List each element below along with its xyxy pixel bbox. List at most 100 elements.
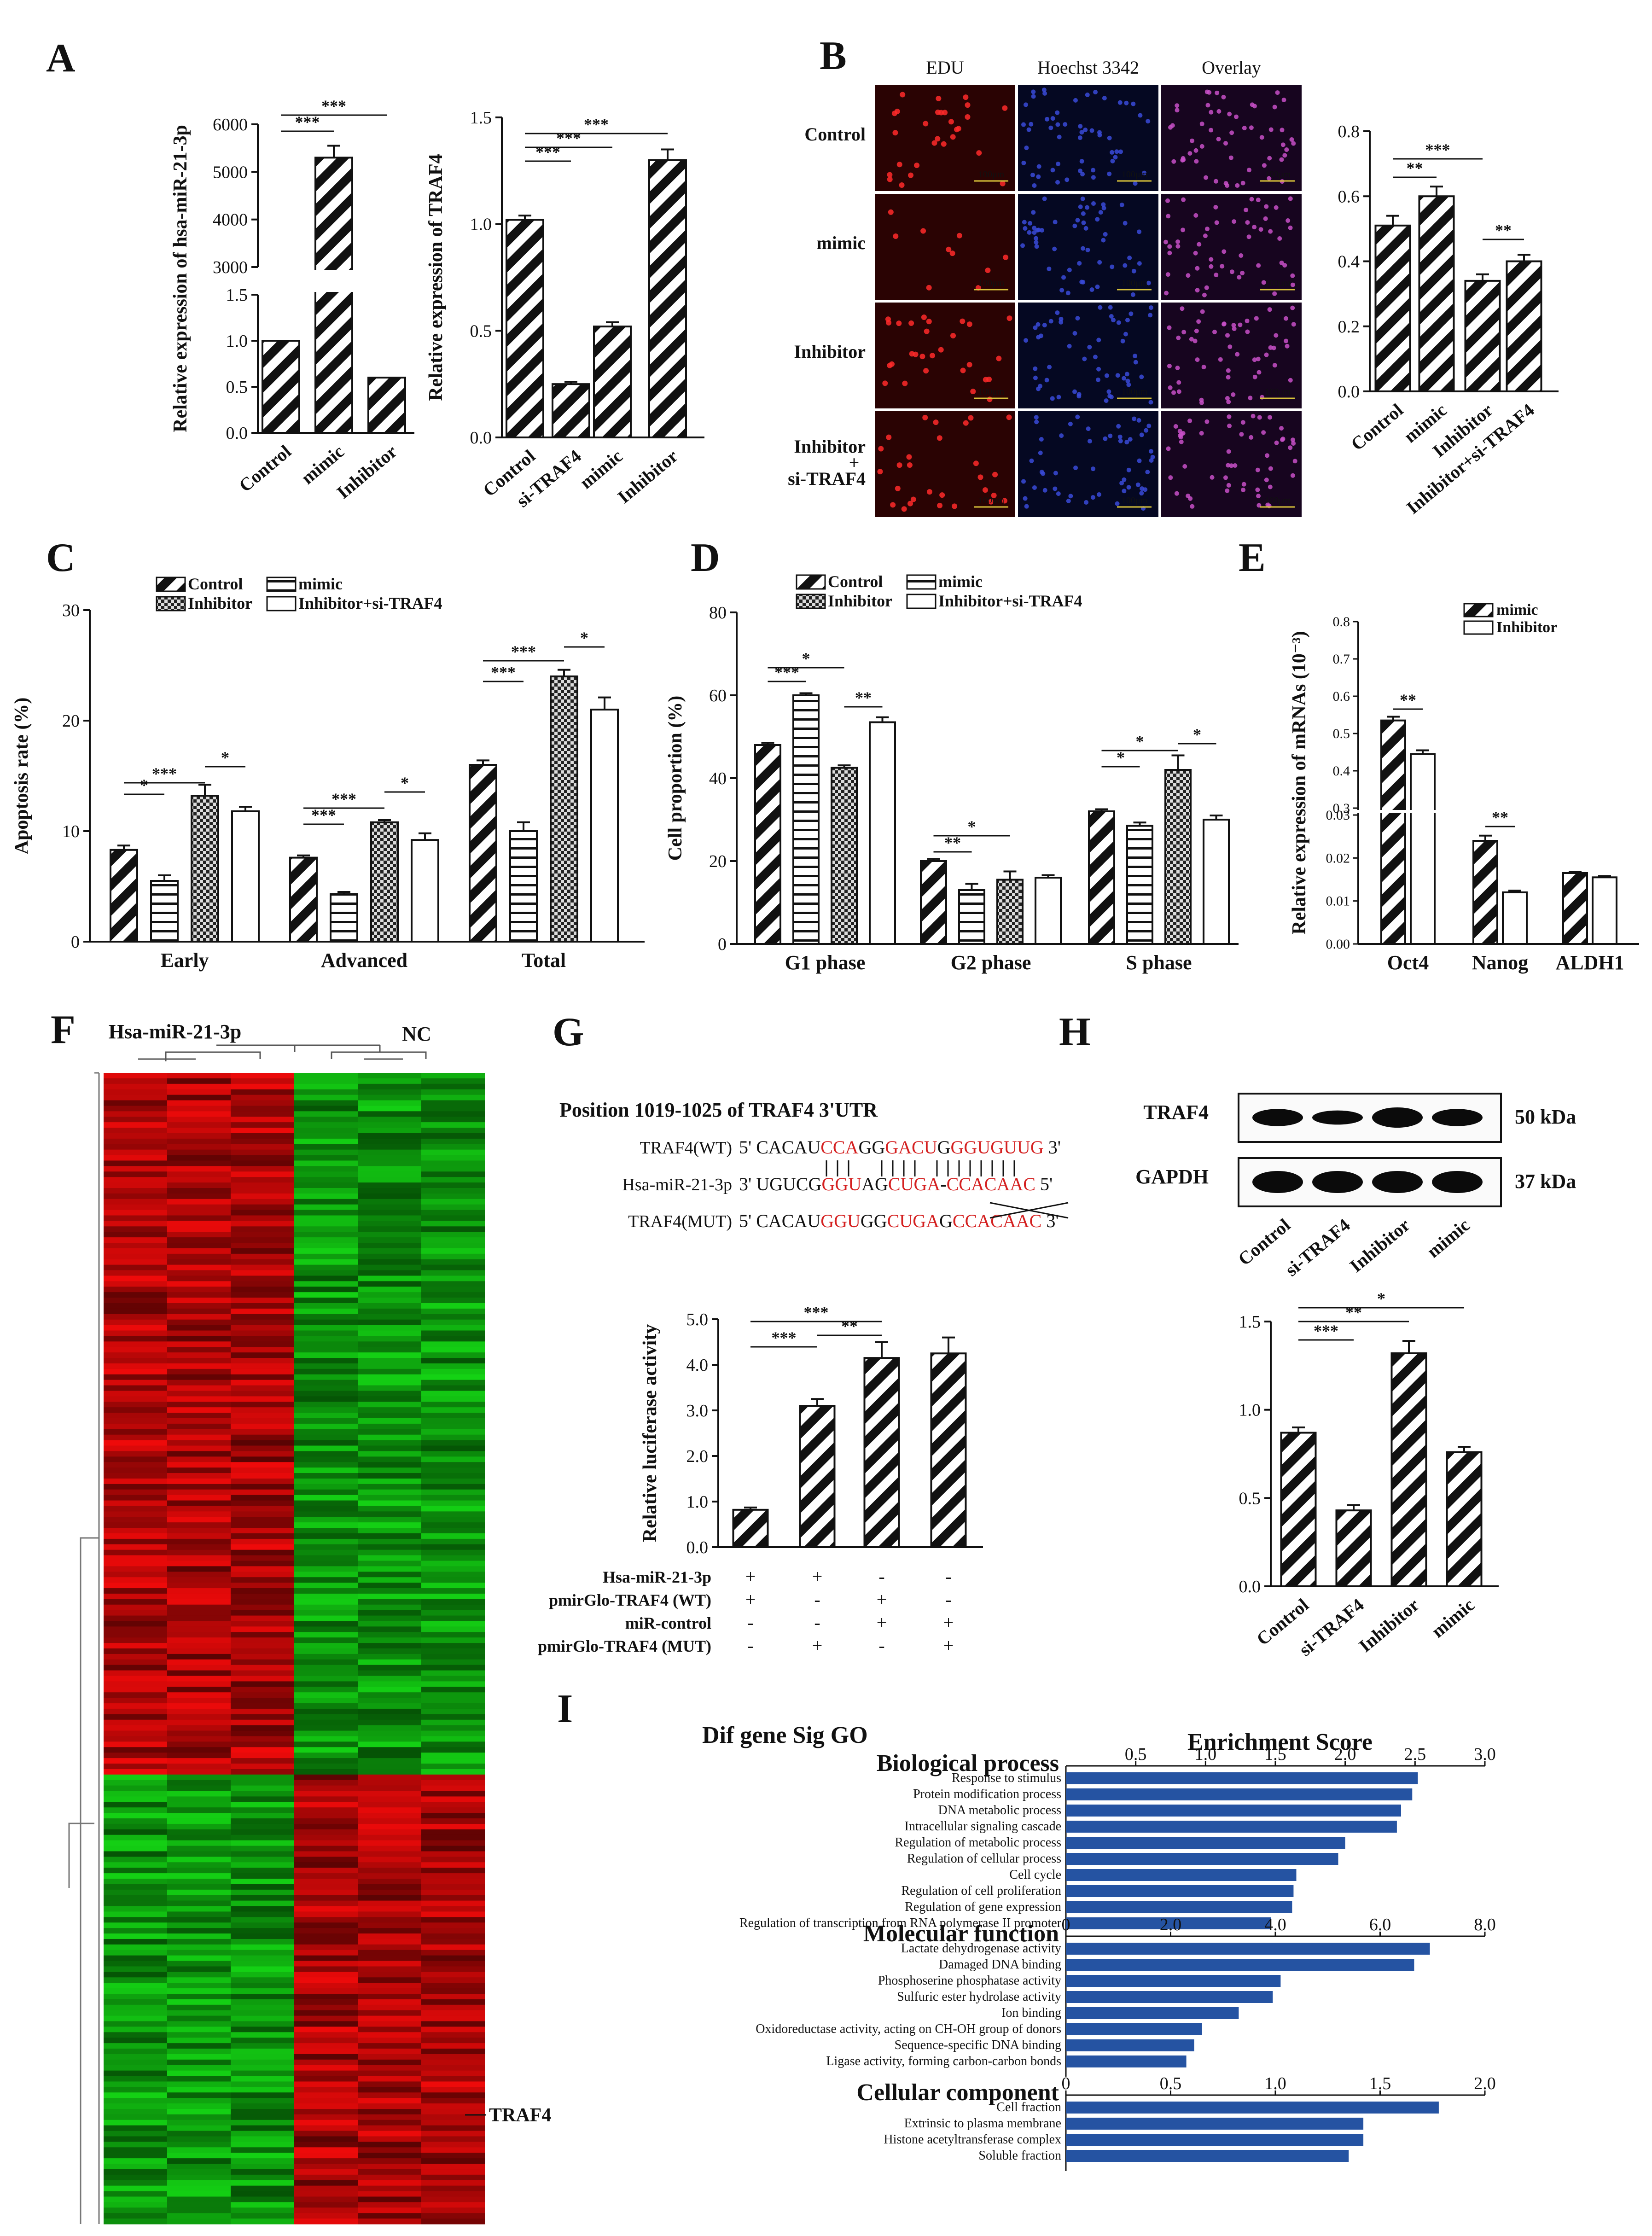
- heatmap-cell: [231, 1604, 294, 1611]
- term-label: Sequence-specific DNA binding: [895, 2038, 1061, 2052]
- heatmap-cell: [294, 1138, 358, 1145]
- cell-dot: [1223, 475, 1228, 480]
- heatmap-cell: [421, 1988, 485, 1994]
- heatmap-cell: [167, 1440, 231, 1446]
- cell-dot: [1289, 137, 1294, 142]
- heatmap-cell: [167, 2032, 231, 2038]
- heatmap-cell: [167, 1495, 231, 1501]
- heatmap-cell: [231, 2015, 294, 2022]
- heatmap-cell: [358, 1566, 421, 1572]
- cell-dot: [970, 389, 976, 395]
- heatmap-cell: [104, 2136, 167, 2143]
- cell-dot: [1209, 264, 1214, 269]
- heatmap-cell: [104, 1538, 167, 1545]
- cell-dot: [1065, 291, 1070, 296]
- cell-dot: [1238, 322, 1243, 327]
- cell-dot: [1149, 305, 1154, 310]
- cell-dot: [1002, 105, 1008, 111]
- cell-dot: [1139, 374, 1144, 379]
- y-axis-ticklabel: 0: [71, 932, 80, 952]
- sig-c-6: *: [401, 774, 409, 792]
- heatmap-cell: [294, 2049, 358, 2055]
- heatmap-cell: [231, 1352, 294, 1358]
- heatmap-cell: [231, 1725, 294, 1731]
- heatmap-cell: [167, 2004, 231, 2011]
- heatmap-cell: [294, 1199, 358, 1205]
- heatmap-cell: [421, 1604, 485, 1611]
- heatmap-cell: [104, 1396, 167, 1402]
- cell-dot: [1268, 466, 1273, 471]
- category-label: Inhibitor: [333, 441, 401, 502]
- cell-dot: [1029, 122, 1034, 127]
- heatmap-cell: [231, 2103, 294, 2109]
- heatmap-cell: [358, 2114, 421, 2120]
- heatmap-cell: [104, 2004, 167, 2011]
- heatmap-cell: [358, 2164, 421, 2170]
- heatmap-cell: [104, 1555, 167, 1561]
- cell-dot: [1214, 273, 1219, 278]
- cell-dot: [1083, 128, 1088, 133]
- sig-b-3: **: [1495, 221, 1512, 239]
- heatmap-cell: [358, 2081, 421, 2087]
- chart-g: Relative luciferase activity0.01.02.03.0…: [538, 1303, 983, 1656]
- heatmap-cell: [358, 1769, 421, 1775]
- heatmap-cell: [294, 2004, 358, 2011]
- cell-dot: [1226, 375, 1231, 380]
- heatmap-cell: [421, 1692, 485, 1698]
- cell-dot: [1229, 130, 1234, 135]
- heatmap-cell: [231, 1396, 294, 1402]
- heatmap-cell: [421, 2054, 485, 2060]
- heatmap-cell: [104, 1780, 167, 1786]
- heatmap-cell: [231, 1128, 294, 1134]
- heatmap-cell: [421, 1160, 485, 1166]
- cell-dot: [1059, 288, 1064, 293]
- heatmap-cell: [358, 1599, 421, 1605]
- heatmap-cell: [231, 1429, 294, 1435]
- heatmap-cell: [167, 1626, 231, 1632]
- cell-dot: [1117, 100, 1123, 105]
- heatmap-cell: [167, 1478, 231, 1485]
- heatmap-cell: [421, 1495, 485, 1501]
- heatmap-cell: [294, 1955, 358, 1962]
- heatmap-cell: [231, 1341, 294, 1347]
- heatmap-cell: [167, 2191, 231, 2197]
- heatmap-cell: [294, 1566, 358, 1572]
- heatmap-cell: [167, 1325, 231, 1331]
- cell-dot: [926, 319, 932, 325]
- heatmap-cell: [231, 2092, 294, 2098]
- condition-sign: +: [943, 1635, 954, 1656]
- term-label: DNA metabolic process: [938, 1803, 1062, 1817]
- heatmap-cell: [294, 1670, 358, 1677]
- cell-dot: [1072, 389, 1077, 394]
- heatmap-cell: [104, 1303, 167, 1309]
- y-axis-ticklabel: 1.5: [1239, 1312, 1261, 1332]
- cell-dot: [1039, 228, 1044, 233]
- cell-dot: [1107, 135, 1112, 140]
- heatmap-cell: [104, 1834, 167, 1841]
- heatmap-cell: [104, 2169, 167, 2175]
- heatmap-cell: [421, 1484, 485, 1490]
- heatmap-cell: [167, 1407, 231, 1413]
- heatmap-cell: [358, 1144, 421, 1150]
- cell-dot: [1167, 250, 1172, 256]
- cell-dot: [1068, 421, 1073, 426]
- heatmap-cell: [104, 1572, 167, 1578]
- cell-dot: [1280, 142, 1286, 147]
- heatmap-cell: [104, 1171, 167, 1177]
- group-label-right: NC: [402, 1023, 431, 1045]
- heatmap-cell: [358, 1078, 421, 1084]
- heatmap-cell: [358, 1818, 421, 1824]
- heatmap-cell: [294, 1857, 358, 1863]
- term-bar: [1066, 1853, 1338, 1865]
- heatmap-cell: [294, 1083, 358, 1090]
- heatmap-cell: [167, 1506, 231, 1512]
- tick-label: 0: [1062, 2074, 1070, 2093]
- heatmap-cell: [294, 1111, 358, 1117]
- y-axis-ticklabel: 1.5: [470, 108, 492, 128]
- heatmap-cell: [421, 2125, 485, 2131]
- heatmap-cell: [421, 1204, 485, 1211]
- tick-label: 2.0: [1160, 1915, 1182, 1934]
- heatmap-cell: [294, 1698, 358, 1704]
- heatmap-cell: [231, 1610, 294, 1616]
- cell-dot: [1102, 96, 1107, 101]
